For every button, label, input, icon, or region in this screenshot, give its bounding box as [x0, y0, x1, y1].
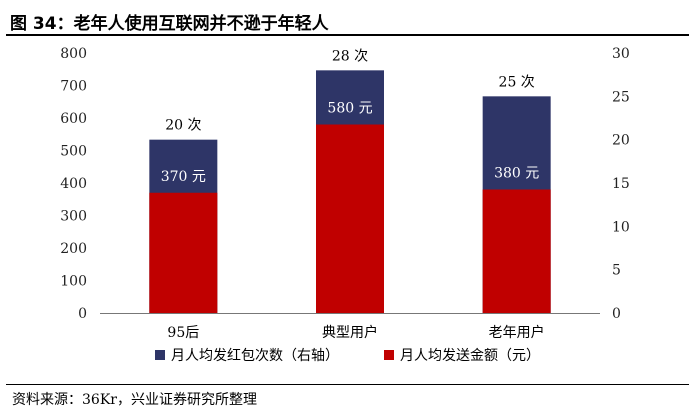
bar-monthly-spend — [316, 124, 384, 313]
y-left-tick-label: 300 — [60, 209, 87, 225]
chart-title: 图 34：老年人使用互联网并不逊于年轻人 — [10, 14, 329, 34]
source-bar: 资料来源：36Kr，兴业证券研究所整理 — [6, 384, 689, 411]
legend-label: 月人均发送金额（元） — [400, 348, 540, 364]
title-bar: 图 34：老年人使用互联网并不逊于年轻人 — [6, 6, 689, 36]
y-left-tick-label: 600 — [60, 111, 87, 127]
y-left-tick-label: 100 — [60, 274, 87, 290]
y-right-tick-label: 20 — [612, 133, 630, 149]
bar-monthly-spend — [482, 189, 551, 313]
y-left-tick-label: 200 — [60, 241, 87, 257]
data-label-count: 28 次 — [332, 48, 368, 64]
data-label-count: 25 次 — [499, 74, 535, 90]
y-left-tick-label: 500 — [60, 144, 87, 160]
y-left-tick-label: 400 — [60, 176, 87, 192]
y-right-tick-label: 15 — [612, 176, 630, 192]
legend-label: 月人均发红包次数（右轴） — [171, 348, 339, 364]
data-label-spend: 370 元 — [161, 169, 206, 185]
y-left-tick-label: 800 — [60, 46, 87, 62]
y-left-tick-label: 0 — [78, 306, 87, 322]
data-label-spend: 380 元 — [494, 166, 539, 182]
data-label-spend: 580 元 — [327, 101, 372, 117]
legend-swatch — [384, 350, 394, 360]
y-left-tick-label: 700 — [60, 79, 87, 95]
x-tick-label: 老年用户 — [489, 324, 545, 341]
x-tick-label: 95后 — [167, 325, 199, 341]
legend-swatch — [155, 350, 165, 360]
y-right-tick-label: 5 — [612, 263, 621, 279]
x-tick-label: 典型用户 — [322, 324, 378, 341]
y-right-tick-label: 0 — [612, 306, 621, 322]
data-label-count: 20 次 — [165, 118, 201, 134]
y-right-tick-label: 30 — [612, 46, 630, 62]
bar-monthly-spend — [149, 192, 218, 313]
y-right-tick-label: 10 — [612, 219, 630, 235]
y-right-tick-label: 25 — [612, 89, 630, 105]
source-note: 资料来源：36Kr，兴业证券研究所整理 — [12, 392, 257, 408]
